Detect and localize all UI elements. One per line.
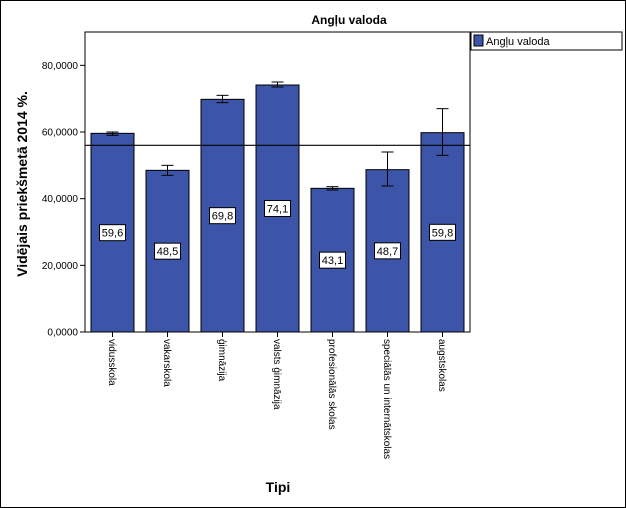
- error-bar: [216, 94, 229, 104]
- y-tick-label: 60,0000: [42, 128, 79, 139]
- x-axis: vidusskola vakarskola ģimnāzija valsts ģimn…: [106, 332, 447, 459]
- x-tick-label: ģimnāzija: [216, 339, 229, 382]
- legend-label: Angļu valoda: [486, 36, 550, 48]
- data-label: 59,6: [99, 224, 126, 242]
- legend: Angļu valoda: [470, 31, 623, 51]
- y-tick-label: 40,0000: [42, 194, 79, 205]
- error-bar: [161, 164, 174, 176]
- error-bar: [381, 151, 394, 187]
- x-tick-label: profesionālās skolas: [326, 339, 337, 430]
- error-bars: [106, 81, 449, 191]
- svg-text:59,8: 59,8: [432, 227, 453, 239]
- data-label: 69,8: [209, 207, 236, 225]
- y-tick-label: 80,0000: [42, 61, 79, 72]
- data-label: 43,1: [319, 251, 346, 269]
- svg-text:69,8: 69,8: [212, 211, 233, 223]
- x-tick-label: vakarskola: [161, 339, 172, 387]
- x-tick-label: speciālās un internātskolas: [381, 339, 392, 459]
- x-axis-title: Tipi: [266, 479, 291, 495]
- y-tick-label: 0,0000: [47, 328, 78, 339]
- data-label: 74,1: [264, 200, 291, 217]
- chart-title: Angļu valoda: [311, 13, 387, 27]
- y-tick-label: 20,0000: [42, 261, 79, 272]
- x-tick-label: valsts ģimnāzija: [271, 339, 284, 410]
- data-label: 59,8: [429, 223, 456, 241]
- x-tick-label: vidusskola: [106, 339, 117, 386]
- data-labels: 59,6 48,5 69,8 74,1 43,1 48,7 59,8: [99, 200, 456, 269]
- x-tick-label: augstskolas: [436, 339, 447, 392]
- svg-text:59,6: 59,6: [102, 228, 123, 240]
- legend-box: [470, 31, 623, 51]
- svg-text:48,5: 48,5: [157, 246, 178, 258]
- svg-text:48,7: 48,7: [377, 246, 398, 258]
- legend-swatch: [473, 34, 484, 47]
- error-bar: [326, 186, 339, 191]
- svg-text:74,1: 74,1: [267, 204, 288, 216]
- y-axis: 0,0000 20,0000 40,0000 60,0000 80,0000: [42, 61, 85, 339]
- error-bar: [106, 131, 119, 136]
- data-label: 48,5: [154, 242, 181, 260]
- error-bar: [436, 108, 449, 156]
- data-label: 48,7: [374, 242, 401, 260]
- error-bar: [271, 81, 284, 88]
- svg-text:43,1: 43,1: [322, 255, 343, 267]
- y-axis-title: Vidējais priekšmetā 2014 %.: [14, 91, 30, 277]
